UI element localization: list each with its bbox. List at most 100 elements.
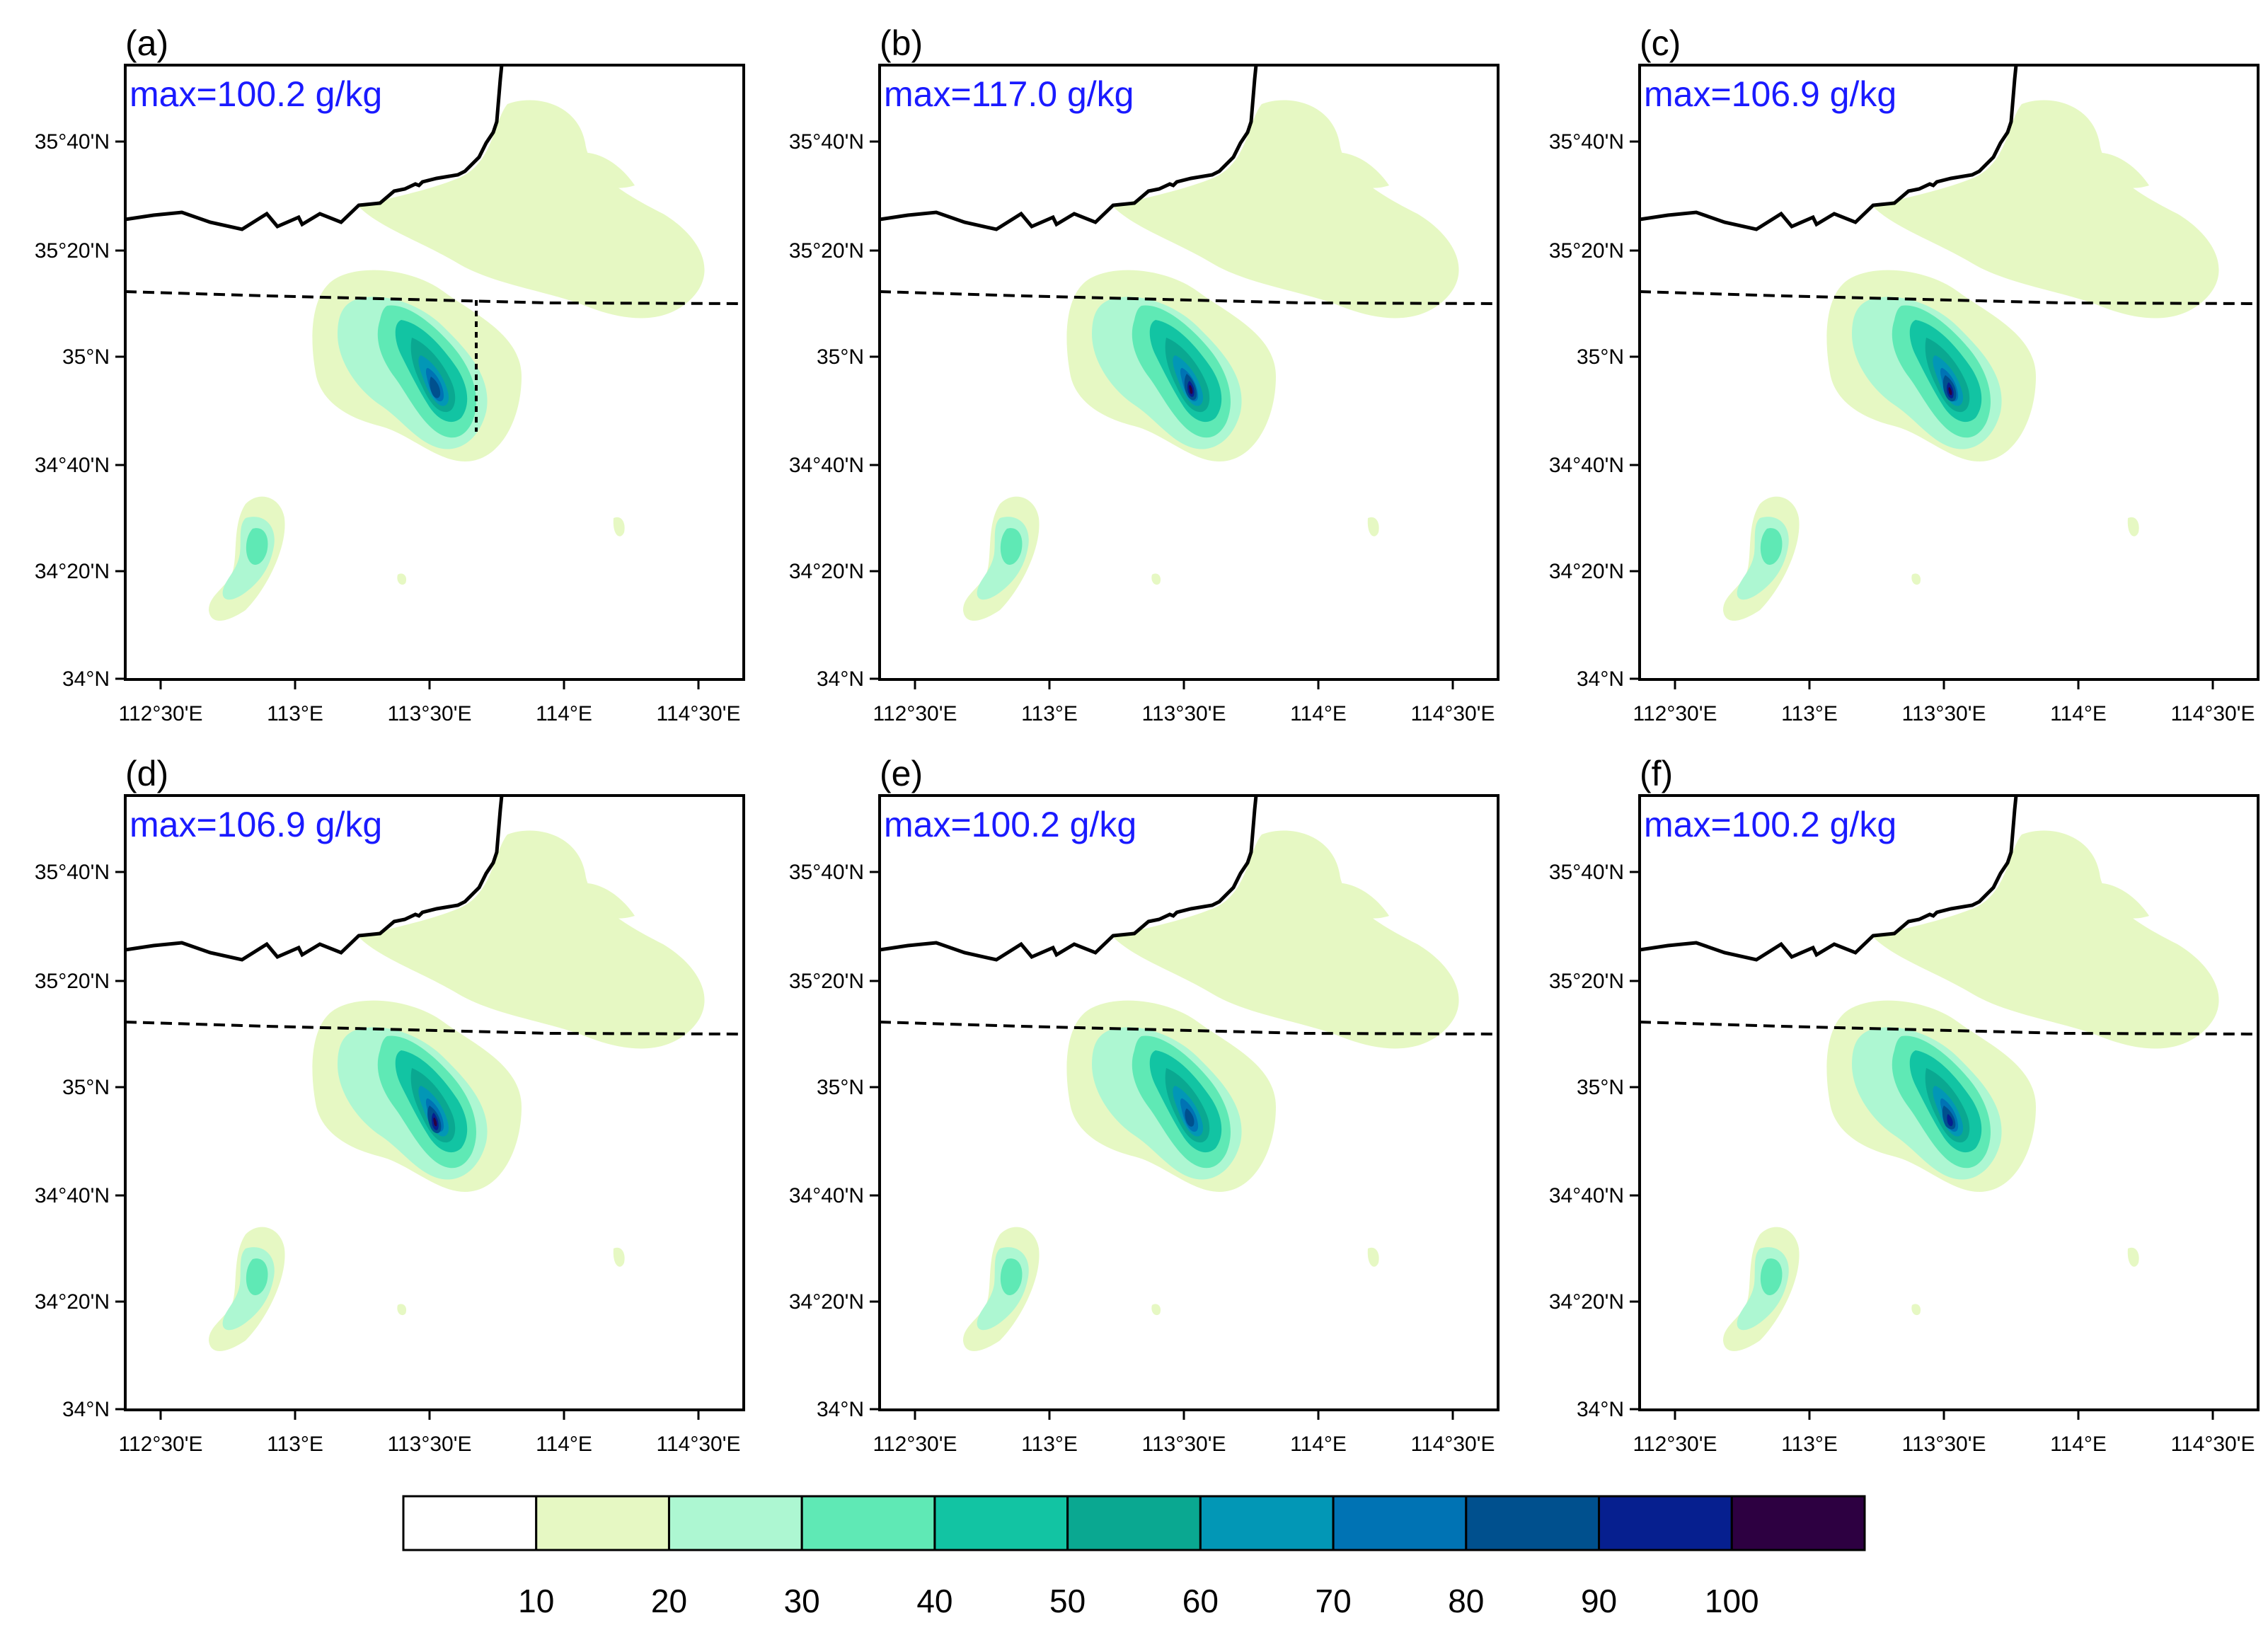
lat-tick-label: 35°40'N [35,130,110,154]
lat-tick-label: 34°N [1577,667,1624,691]
lat-tick-label: 35°N [1577,345,1624,369]
lon-tick-label: 114°E [2050,702,2107,725]
lat-tick-label: 35°N [1577,1076,1624,1099]
contour-fill [359,830,705,1049]
map-panel-2: (b) max=117.0 g/kg 35°40'N 35°20'N 35°N 34°40… [789,23,1499,725]
contour-fill [1113,830,1459,1049]
colorbar-swatch [667,1495,803,1551]
map-panel-1: (a) max=100.2 g/kg 35°40'N 35°20'N 35°N 34°40… [35,23,745,725]
province-boundary [125,796,504,962]
contour-fill [1000,528,1023,566]
contour-fill [359,100,705,318]
map-panel-3: (c) max=106.9 g/kg 35°40'N 35°20'N 35°N 34°40… [1549,23,2260,725]
lon-tick-label: 113°30'E [388,1433,472,1456]
colorbar-label: 60 [1182,1583,1219,1619]
contour-fill [1367,1247,1379,1267]
lat-tick-label: 34°20'N [789,560,864,583]
lon-tick-label: 114°30'E [657,702,741,725]
cross-section-line [880,290,1498,305]
lon-tick-label: 113°30'E [1142,1433,1226,1456]
panel-letter: (d) [125,754,168,793]
colorbar-swatch [800,1495,936,1551]
contour-core [1947,1114,1953,1127]
colorbar-label: 10 [518,1583,554,1619]
colorbar-swatch [535,1495,670,1551]
map-panel-6: (f) max=100.2 g/kg 35°40'N 35°20'N 35°N 34°40… [1549,754,2260,1456]
lat-tick-label: 35°N [62,1076,110,1099]
lat-tick-label: 35°20'N [789,970,864,993]
colorbar-label: 20 [651,1583,687,1619]
map-frame [878,794,1499,1411]
contour-fill [613,1247,625,1267]
map-frame [124,794,745,1411]
colorbar-label: 50 [1049,1583,1086,1619]
map-frame [878,64,1499,681]
colorbar-swatch [402,1495,538,1551]
lat-tick-label: 34°N [817,1398,864,1421]
lat-tick-label: 34°20'N [35,1290,110,1314]
lat-tick-label: 34°40'N [789,454,864,477]
contour-fill [397,573,407,585]
colorbar-label: 30 [784,1583,820,1619]
colorbar-swatch [1730,1495,1866,1551]
map-frame [124,64,745,681]
map-frame [1638,794,2260,1411]
colorbar-swatch [1598,1495,1733,1551]
contour-fill [1318,152,1389,188]
colorbar-label: 80 [1448,1583,1484,1619]
contour-fill [1367,517,1379,536]
colorbar-swatch [1465,1495,1601,1551]
contour-core [1185,1108,1195,1127]
lon-tick-label: 113°E [1781,1433,1838,1456]
contour-fill [246,528,268,566]
lon-tick-label: 114°30'E [2171,702,2255,725]
colorbar-swatch [1066,1495,1202,1551]
contour-fill [564,152,635,188]
lon-tick-label: 113°30'E [1902,702,1986,725]
lon-tick-label: 113°30'E [388,702,472,725]
contour-fill [1873,830,2219,1049]
lat-tick-label: 34°N [62,667,110,691]
lon-tick-label: 113°30'E [1142,702,1226,725]
lat-tick-label: 35°N [817,1076,864,1099]
lat-tick-label: 35°20'N [1549,970,1624,993]
lat-tick-label: 35°20'N [789,239,864,263]
max-value-label: max=100.2 g/kg [129,74,382,114]
colorbar-swatch [1199,1495,1335,1551]
panel-letter: (b) [880,23,923,63]
lon-tick-label: 112°30'E [1633,1433,1717,1456]
max-value-label: max=117.0 g/kg [884,74,1134,114]
lon-tick-label: 113°30'E [1902,1433,1986,1456]
lat-tick-label: 34°N [62,1398,110,1421]
cross-section-line [125,1021,744,1035]
contour-fill [1151,1304,1161,1316]
map-area [880,796,1498,1410]
contour-core [433,1118,437,1127]
contour-core [430,377,441,398]
contour-fill [1151,573,1161,585]
colorbar-label: 70 [1316,1583,1352,1619]
province-boundary [880,796,1258,962]
lon-tick-label: 112°30'E [119,1433,203,1456]
lon-tick-label: 113°E [1021,1433,1078,1456]
map-area [880,65,1498,679]
contour-fill [1760,1258,1783,1296]
colorbar-swatch [933,1495,1069,1551]
contour-fill [397,1304,407,1316]
contour-fill [1873,100,2219,318]
panels-grid: (a) max=100.2 g/kg 35°40'N 35°20'N 35°N 34°40… [35,23,2260,1456]
lat-tick-label: 34°40'N [1549,454,1624,477]
lon-tick-label: 114°E [1290,702,1347,725]
lat-tick-label: 35°40'N [789,861,864,884]
panel-letter: (c) [1640,23,1681,63]
contour-fill [1760,528,1783,566]
province-boundary [880,65,1258,231]
colorbar-label: 90 [1581,1583,1617,1619]
lat-tick-label: 34°40'N [1549,1184,1624,1207]
contour-fill [246,1258,268,1296]
map-area [125,796,744,1410]
contour-core [1189,385,1193,394]
panel-letter: (a) [125,23,168,63]
lon-tick-label: 114°30'E [657,1433,741,1456]
map-area [1640,65,2258,679]
